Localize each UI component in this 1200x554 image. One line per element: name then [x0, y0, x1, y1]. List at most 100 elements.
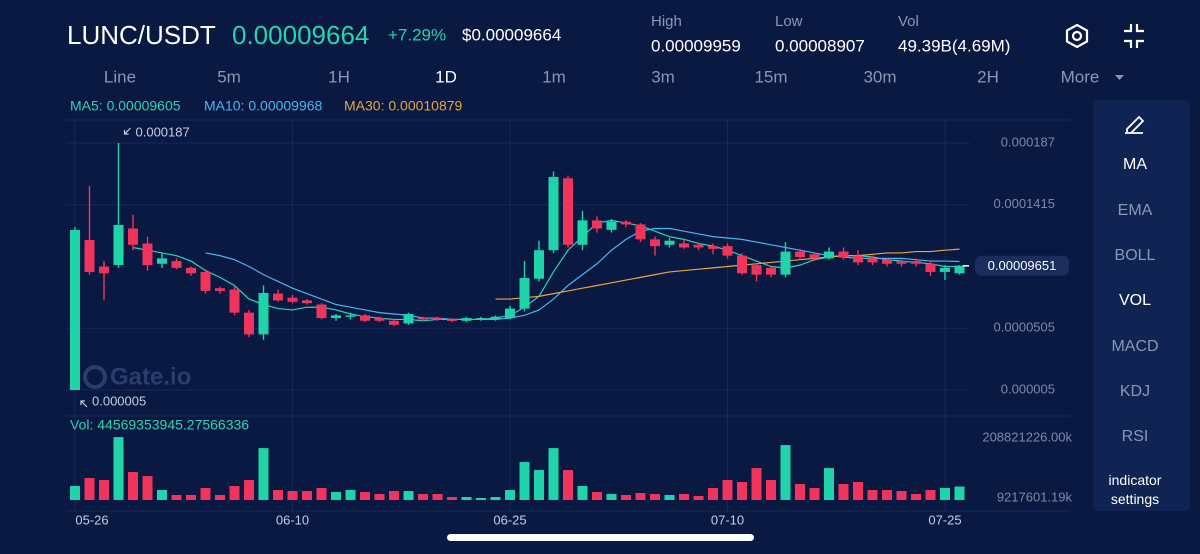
candle-body: [693, 244, 704, 248]
y-tick-label: 0.000187: [1001, 134, 1055, 149]
timeframe-tab[interactable]: Line: [104, 67, 136, 86]
volume-bar: [360, 492, 370, 500]
indicator-settings[interactable]: indicator settings: [1109, 472, 1162, 507]
candle-body: [824, 251, 834, 259]
volume-bar: [795, 484, 805, 500]
volume-bar: [316, 488, 327, 500]
indicator[interactable]: MACD: [1111, 338, 1158, 355]
candle-body: [722, 246, 733, 256]
indicator[interactable]: EMA: [1118, 202, 1153, 219]
annotation-arrow: [123, 127, 131, 135]
volume-bar: [534, 470, 544, 500]
candle-body: [418, 318, 428, 320]
stat-value: 0.00008907: [775, 36, 865, 55]
volume-bar: [693, 496, 704, 500]
timeframe-tab[interactable]: 2H: [977, 67, 999, 86]
volume-bar: [577, 486, 588, 500]
ma-line: [132, 219, 960, 322]
volume-bar: [737, 482, 747, 500]
volume-bar: [853, 482, 863, 500]
stat-value: 0.00009959: [651, 36, 741, 55]
timeframe-tab[interactable]: 1D: [435, 67, 457, 86]
legend-entry: MA10: 0.00009968: [204, 98, 323, 114]
candle-body: [200, 271, 211, 291]
timeframe-tab[interactable]: 15m: [754, 67, 787, 86]
candle-body: [389, 320, 399, 325]
ma-line: [495, 248, 960, 300]
candle-body: [244, 312, 254, 335]
y-tick-label: 0.0001415: [994, 196, 1055, 211]
indicator[interactable]: BOLL: [1115, 247, 1156, 264]
volume-bar: [461, 497, 472, 500]
timeframe-tab[interactable]: 30m: [863, 67, 896, 86]
indicator[interactable]: KDJ: [1120, 383, 1150, 400]
arrows: [1124, 24, 1144, 48]
candle-body: [606, 221, 617, 230]
candle-body: [563, 178, 573, 245]
volume-bar: [505, 490, 515, 500]
volume-bar: [954, 486, 965, 500]
legend-entry: MA30: 0.00010879: [344, 98, 463, 114]
volume-bar: [171, 494, 182, 500]
volume-bar: [128, 472, 138, 500]
x-tick-label: 05-26: [75, 512, 108, 527]
change: +7.29%: [388, 25, 446, 44]
timeframe-tab[interactable]: 1H: [328, 67, 350, 86]
volume-bar: [867, 490, 878, 500]
candle-body: [577, 220, 588, 245]
volume-bar: [563, 470, 573, 500]
timeframe-tab[interactable]: More: [1061, 67, 1100, 86]
candle-body: [766, 267, 776, 275]
volume-bar: [84, 478, 95, 500]
candle-body: [403, 314, 414, 324]
candle-body: [476, 318, 486, 320]
volume-bar: [215, 494, 225, 500]
timeframe-tab[interactable]: 1m: [542, 67, 566, 86]
candle-body: [925, 263, 936, 272]
volume-bar: [490, 497, 501, 500]
settings-icon[interactable]: [1065, 23, 1089, 49]
volume-bar: [99, 480, 109, 500]
candle-body: [548, 176, 559, 251]
volume-bar: [664, 494, 675, 500]
indicator[interactable]: MA: [1123, 156, 1147, 173]
volume-bar: [751, 468, 762, 500]
indicator[interactable]: RSI: [1122, 428, 1149, 445]
candle-body: [708, 246, 718, 249]
timeframe-tab[interactable]: 3m: [651, 67, 675, 86]
volume-bar: [882, 490, 892, 500]
candle-body: [519, 278, 530, 309]
volume-bar: [925, 490, 936, 500]
candle-body: [867, 258, 878, 263]
candle-body: [70, 229, 80, 390]
volume-bar: [258, 448, 269, 500]
volume-bar: [476, 498, 486, 500]
volume-bar: [722, 480, 733, 500]
candle-body: [215, 288, 225, 291]
volume-label: Vol: 44569353945.27566336: [70, 417, 249, 433]
indicator[interactable]: VOL: [1119, 292, 1151, 309]
x-tick-label: 07-25: [928, 512, 961, 527]
candle-body: [302, 300, 312, 304]
candle-body: [911, 261, 921, 264]
volume-bar: [838, 484, 849, 500]
collapse-icon[interactable]: [1124, 24, 1144, 48]
candle-body: [896, 261, 907, 264]
volume-bar: [635, 493, 646, 500]
annotation: 0.000187: [136, 124, 190, 139]
candle-body: [99, 266, 109, 274]
stat-label: Low: [775, 13, 803, 30]
annotation-arrow: [80, 400, 88, 408]
circle: [1071, 30, 1083, 42]
pair: LUNC/USDT: [67, 20, 216, 50]
volume-bar: [432, 493, 443, 500]
candle-body: [882, 259, 892, 264]
pencil-icon[interactable]: [1125, 115, 1145, 134]
candle-body: [273, 293, 283, 301]
candle-body: [432, 318, 443, 320]
candle-body: [360, 315, 370, 321]
timeframe-tab[interactable]: 5m: [217, 67, 241, 86]
volume-bar: [679, 493, 689, 500]
volume-bar: [418, 493, 428, 500]
